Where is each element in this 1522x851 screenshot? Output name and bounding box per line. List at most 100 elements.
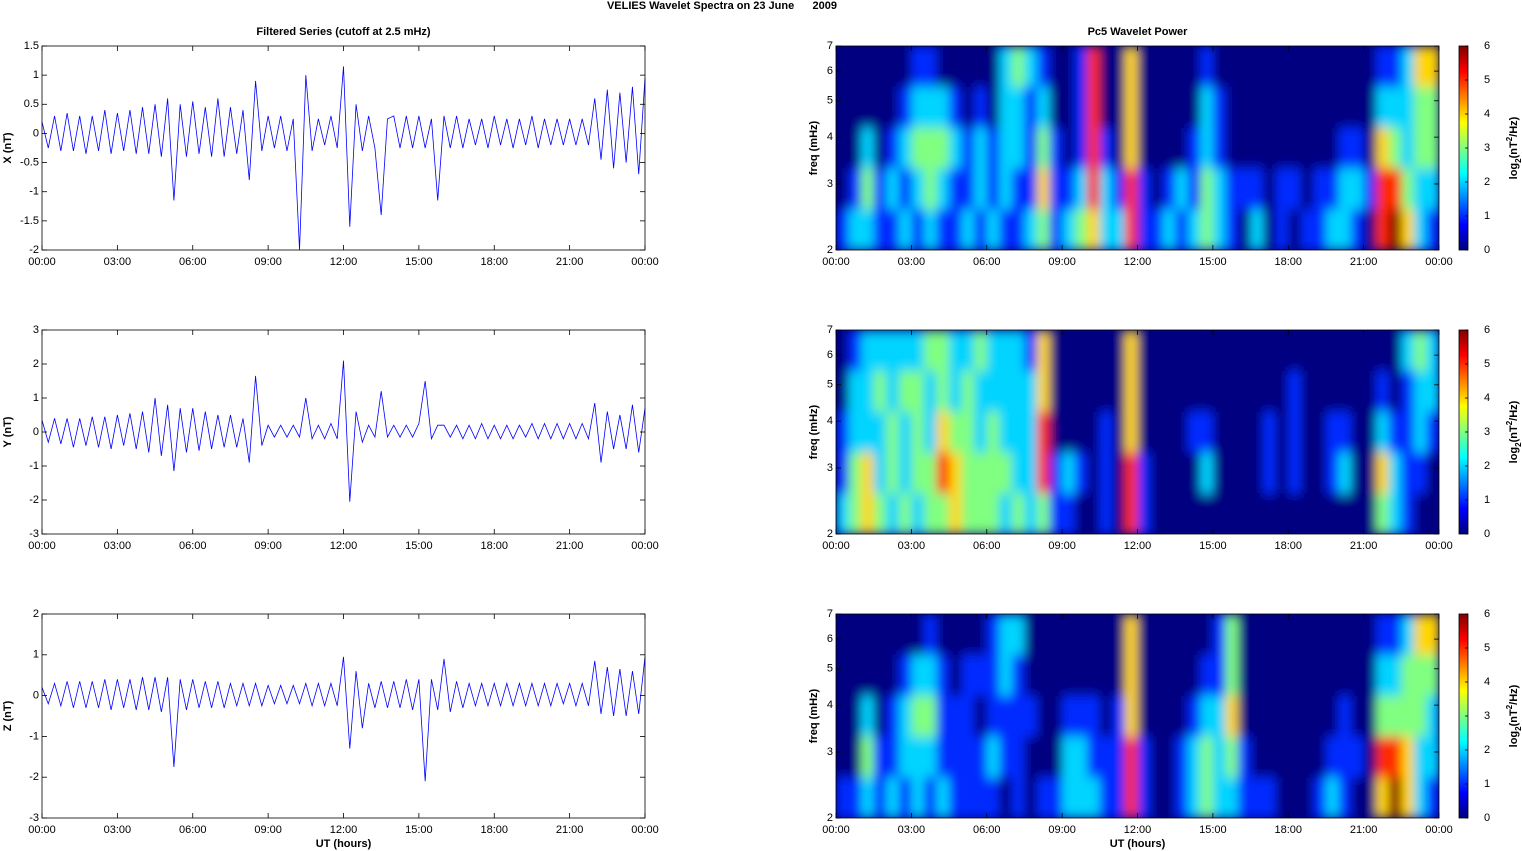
heatmap-cell — [1325, 411, 1339, 453]
heatmap-cell — [861, 86, 875, 128]
heatmap-cell — [1325, 86, 1339, 128]
colorbar-label-part: /Hz) — [1508, 684, 1520, 705]
heatmap-cell — [1150, 208, 1164, 250]
colorbar-label-part: 2 — [1514, 158, 1522, 163]
heatmap-cell — [1288, 330, 1302, 371]
heatmap-cell — [923, 86, 937, 128]
heatmap-cell — [1413, 614, 1427, 655]
heatmap-cell — [1376, 168, 1390, 210]
heatmap-cell — [1212, 127, 1226, 169]
heatmap-cell — [861, 208, 875, 250]
heatmap-cell — [1175, 127, 1189, 169]
heatmap-cell — [923, 614, 937, 655]
heatmap-cell — [1150, 776, 1164, 818]
heatmap-cell — [1413, 654, 1427, 696]
x-tick-label: 00:00 — [822, 540, 850, 552]
x-tick-label: 15:00 — [1199, 824, 1227, 836]
heatmap-cell — [1413, 86, 1427, 128]
x-tick-label: 00:00 — [1425, 256, 1453, 268]
x-tick-label: 09:00 — [254, 256, 282, 268]
heatmap-cell — [961, 776, 975, 818]
heatmap-cell — [1087, 86, 1101, 128]
heatmap-cell — [1413, 208, 1427, 250]
y-tick-label: 1.5 — [24, 40, 39, 52]
heatmap-cell — [1300, 492, 1314, 534]
heatmap-cell — [1187, 452, 1201, 494]
heatmap-cell — [848, 46, 862, 87]
x-tick-label: 09:00 — [254, 824, 282, 836]
heatmap-cell — [1238, 411, 1252, 453]
heatmap-cell — [1200, 46, 1214, 87]
heatmap-cell — [1325, 776, 1339, 818]
heatmap-cell — [1162, 776, 1176, 818]
colorbar-label-part: 2 — [1514, 726, 1522, 731]
heatmap-cell — [1112, 452, 1126, 494]
heatmap-cell — [1300, 695, 1314, 737]
heatmap-cell — [1011, 86, 1025, 128]
heatmap-cell — [1037, 370, 1051, 412]
heatmap-cell — [1175, 452, 1189, 494]
x-tick-label: 00:00 — [28, 256, 56, 268]
colorbar-tick-label: 2 — [1484, 744, 1490, 756]
heatmap-cell — [1150, 46, 1164, 87]
heatmap-cell — [848, 776, 862, 818]
heatmap-cell — [1137, 411, 1151, 453]
heatmap-cell — [1388, 695, 1402, 737]
heatmap-cell — [873, 208, 887, 250]
y-tick-label: -1 — [29, 460, 39, 472]
heatmap-cell — [1275, 654, 1289, 696]
heatmap-cell — [911, 736, 925, 778]
heatmap-cell — [1011, 46, 1025, 87]
heatmap-cell — [1250, 736, 1264, 778]
colorbar-tick-label: 2 — [1484, 176, 1490, 188]
heatmap-cell — [1150, 492, 1164, 534]
heatmap-cell — [911, 168, 925, 210]
heatmap-cell — [911, 614, 925, 655]
heatmap-cell — [1074, 330, 1088, 371]
heatmap-cell — [1137, 86, 1151, 128]
heatmap-cell — [1124, 411, 1138, 453]
heatmap-cell — [999, 736, 1013, 778]
heatmap-cell — [1062, 127, 1076, 169]
heatmap-cell — [1037, 86, 1051, 128]
heatmap-cell — [898, 330, 912, 371]
heatmap-cell — [1011, 127, 1025, 169]
heatmap-cell — [1388, 654, 1402, 696]
heatmap-cell — [1011, 695, 1025, 737]
heatmap-cell — [1426, 46, 1439, 87]
heatmap-cell — [1162, 86, 1176, 128]
heatmap-cell — [999, 168, 1013, 210]
heatmap-cell — [1338, 370, 1352, 412]
heatmap-cell — [1300, 86, 1314, 128]
heatmap-cell — [1175, 46, 1189, 87]
colorbar-tick-label: 4 — [1484, 108, 1490, 120]
heatmap-cell — [1212, 46, 1226, 87]
heatmap-cell — [1238, 492, 1252, 534]
heatmap-cell — [1300, 776, 1314, 818]
heatmap-cell — [1112, 695, 1126, 737]
heatmap-cell — [1024, 208, 1038, 250]
heatmap-cell — [1175, 370, 1189, 412]
heatmap-cell — [1363, 695, 1377, 737]
heatmap-cell — [911, 208, 925, 250]
heatmap-cell — [861, 452, 875, 494]
heatmap-cell — [1363, 330, 1377, 371]
heatmap-cell — [1124, 330, 1138, 371]
heatmap-cell — [949, 168, 963, 210]
heatmap-cell — [1124, 86, 1138, 128]
heatmap-cell — [1049, 208, 1063, 250]
heatmap-cell — [911, 411, 925, 453]
heatmap-cell — [1288, 208, 1302, 250]
heatmap-cell — [1263, 208, 1277, 250]
x-tick-label: 18:00 — [1274, 540, 1302, 552]
heatmap-cell — [1363, 46, 1377, 87]
heatmap-cell — [1376, 127, 1390, 169]
colorbar-label-part: 2 — [1505, 420, 1514, 425]
heatmap-cell — [861, 46, 875, 87]
heatmap-cell — [1238, 695, 1252, 737]
heatmap-cell — [1062, 46, 1076, 87]
heatmap-cell — [1238, 86, 1252, 128]
heatmap-cell — [936, 127, 950, 169]
heatmap-cell — [936, 695, 950, 737]
y-tick-label: -2 — [29, 494, 39, 506]
